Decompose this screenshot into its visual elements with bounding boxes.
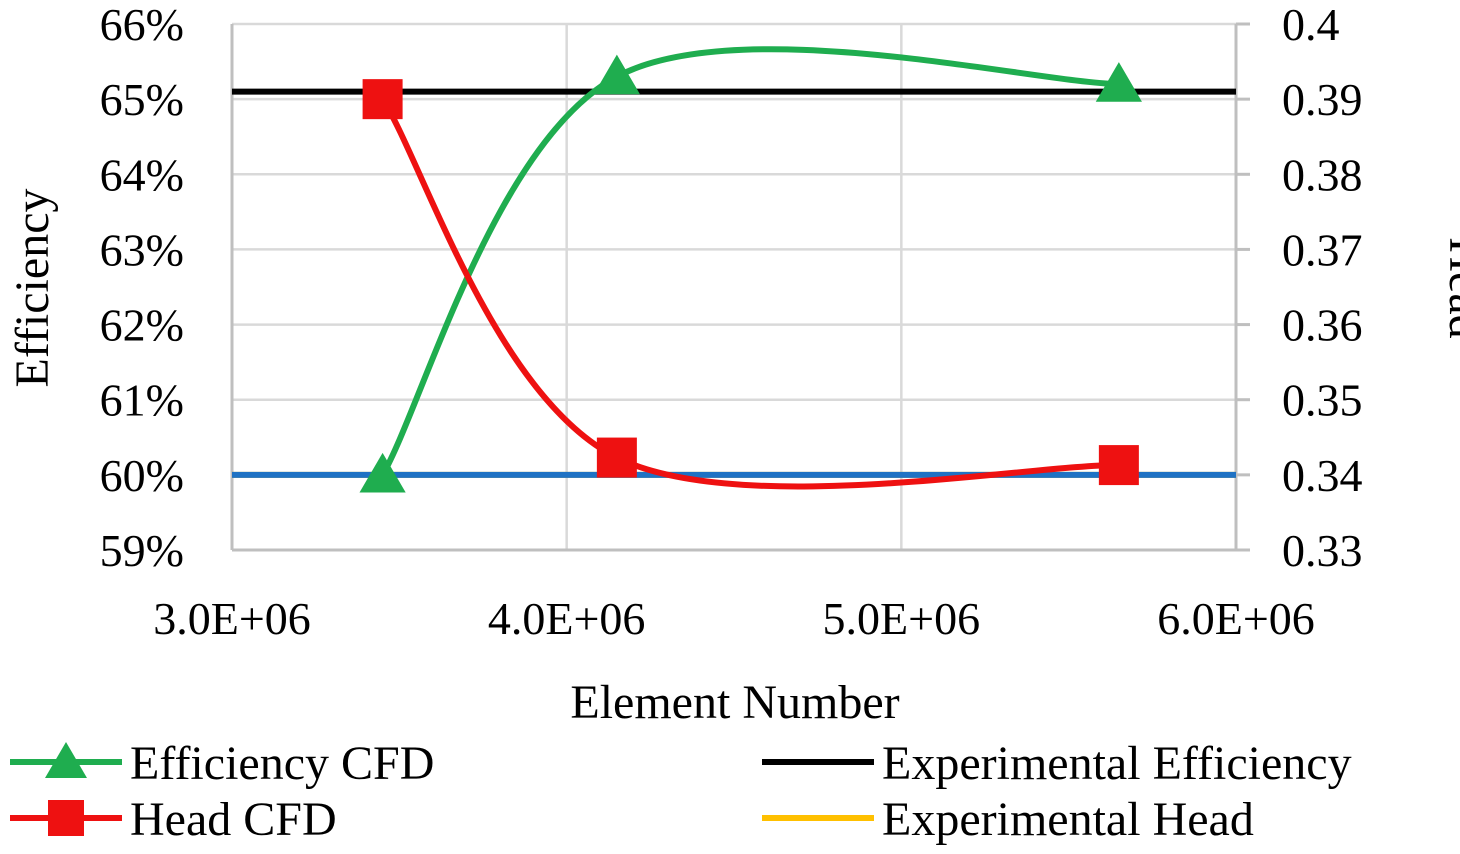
- legend-swatch-square: [48, 800, 84, 836]
- legend-label: Experimental Head: [882, 793, 1254, 846]
- x-tick-label: 5.0E+06: [823, 593, 981, 644]
- legend-label: Experimental Efficiency: [882, 737, 1352, 790]
- legend-item-experimental-efficiency: Experimental Efficiency: [762, 737, 1352, 790]
- data-point-head-cfd: [596, 437, 637, 478]
- right-y-tick-label: 0.37: [1282, 224, 1363, 275]
- right-y-tick-label: 0.4: [1282, 0, 1340, 50]
- left-y-tick-label: 64%: [100, 149, 184, 200]
- right-y-tick-label: 0.35: [1282, 375, 1363, 426]
- x-tick-label: 4.0E+06: [488, 593, 646, 644]
- left-y-axis-title: Efficiency: [6, 188, 59, 387]
- x-tick-label: 6.0E+06: [1157, 593, 1315, 644]
- x-axis-title: Element Number: [570, 676, 899, 729]
- legend-swatch-triangle: [45, 742, 87, 778]
- data-point-efficiency-cfd: [1095, 62, 1142, 102]
- left-y-tick-label: 60%: [100, 450, 184, 501]
- left-y-tick-label: 62%: [100, 300, 184, 351]
- legend-item-experimental-head: Experimental Head: [762, 793, 1254, 846]
- x-tick-label: 3.0E+06: [153, 593, 311, 644]
- left-y-tick-label: 65%: [100, 74, 184, 125]
- legend-label: Head CFD: [130, 793, 337, 846]
- right-y-tick-label: 0.38: [1282, 149, 1363, 200]
- right-y-tick-label: 0.33: [1282, 525, 1363, 576]
- data-point-head-cfd: [362, 79, 403, 120]
- right-y-tick-label: 0.36: [1282, 300, 1363, 351]
- tick-labels: 59% 60% 61% 62% 63% 64% 65% 66% 0.33 0.34 0.35 0.36…: [100, 0, 1363, 644]
- data-point-head-cfd: [1098, 445, 1139, 486]
- data-point-efficiency-cfd: [359, 452, 406, 493]
- legend-item-head-cfd: Head CFD: [10, 793, 337, 846]
- right-y-tick-label: 0.39: [1282, 74, 1363, 125]
- legend-label: Efficiency CFD: [130, 737, 434, 790]
- legend-item-efficiency-cfd: Efficiency CFD: [10, 737, 434, 790]
- left-y-tick-label: 61%: [100, 375, 184, 426]
- left-y-tick-label: 63%: [100, 224, 184, 275]
- series-line-efficiency-cfd: [380, 46, 1119, 477]
- right-y-axis-title: Head: [1439, 237, 1460, 338]
- axes: [230, 22, 1250, 552]
- data-point-efficiency-cfd: [593, 54, 640, 95]
- right-y-tick-label: 0.34: [1282, 450, 1363, 501]
- series-line-head-cfd: [380, 97, 1119, 490]
- left-y-tick-label: 59%: [100, 525, 184, 576]
- left-y-tick-label: 66%: [100, 0, 184, 50]
- markers-group: [359, 54, 1142, 493]
